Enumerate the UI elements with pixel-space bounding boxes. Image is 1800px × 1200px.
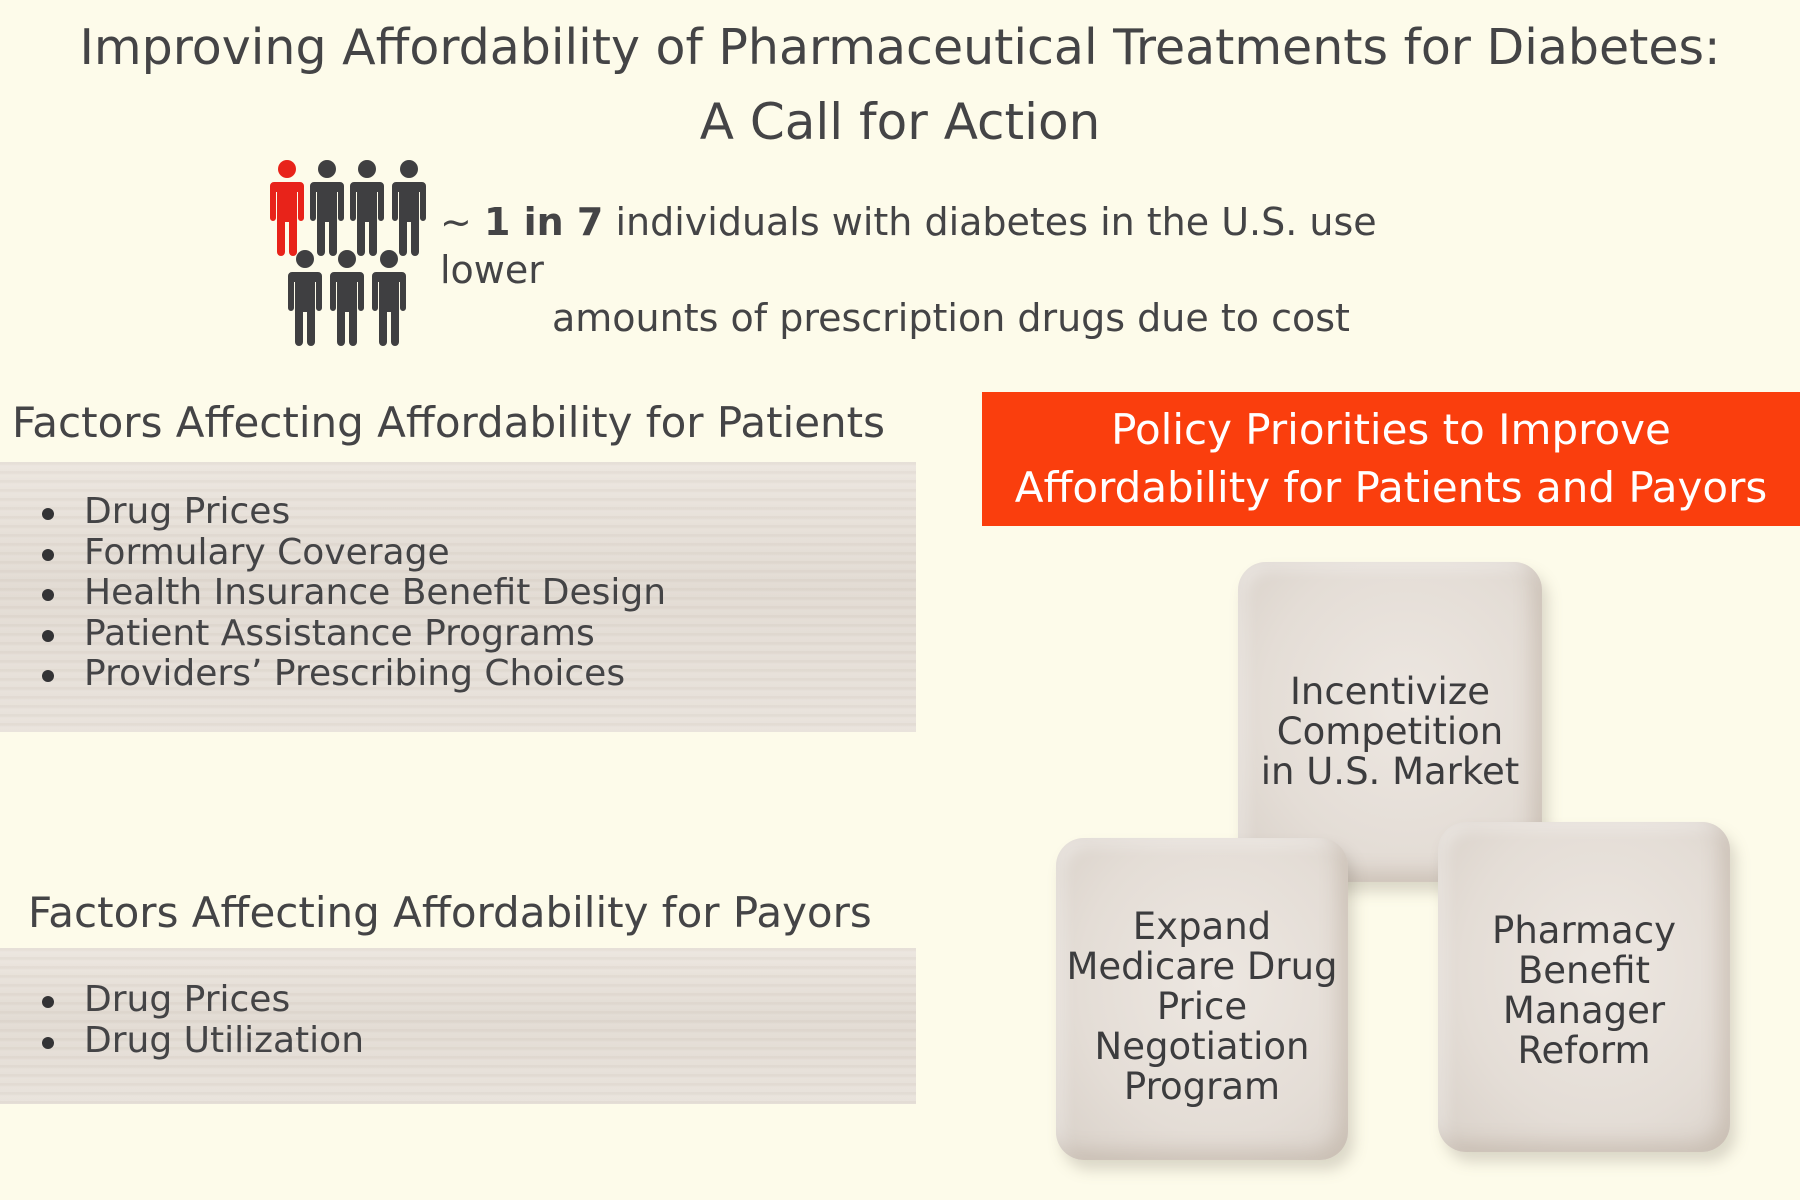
list-item: Health Insurance Benefit Design xyxy=(38,572,666,614)
list-item: Providers’ Prescribing Choices xyxy=(38,653,666,695)
policy-banner-line-1: Policy Priorities to Improve xyxy=(1111,405,1671,454)
payors-factors-panel xyxy=(0,948,916,1104)
people-icon-group xyxy=(270,160,426,346)
policy-block-label: Pharmacy Benefit Manager Reform xyxy=(1492,909,1676,1072)
stat-line-1: individuals with diabetes in the U.S. us… xyxy=(440,200,1377,292)
patients-factors-list: Drug Prices Formulary Coverage Health In… xyxy=(38,491,666,695)
person-icon xyxy=(392,160,426,256)
person-icon xyxy=(288,250,322,346)
stat-line-2: amounts of prescription drugs due to cos… xyxy=(552,296,1350,340)
person-icon xyxy=(372,250,406,346)
stat-ratio: 1 in 7 xyxy=(483,200,604,244)
cost-statistic: ~ 1 in 7 individuals with diabetes in th… xyxy=(440,198,1480,342)
list-item: Drug Utilization xyxy=(38,1020,364,1062)
title-line-2: A Call for Action xyxy=(699,93,1101,151)
policy-block-label: Expand Medicare Drug Price Negotiation P… xyxy=(1066,905,1338,1108)
list-item: Formulary Coverage xyxy=(38,532,666,574)
list-item: Patient Assistance Programs xyxy=(38,613,666,655)
stat-prefix: ~ xyxy=(440,200,472,244)
patients-factors-heading: Factors Affecting Affordability for Pati… xyxy=(12,398,886,447)
patients-factors-panel xyxy=(0,462,916,732)
payors-factors-list: Drug Prices Drug Utilization xyxy=(38,979,364,1062)
title-line-1: Improving Affordability of Pharmaceutica… xyxy=(79,19,1721,76)
list-item: Drug Prices xyxy=(38,979,364,1021)
policy-block-pbm-reform: Pharmacy Benefit Manager Reform xyxy=(1438,822,1730,1152)
policy-block-label: Incentivize Competition in U.S. Market xyxy=(1260,670,1520,793)
policy-priorities-banner: Policy Priorities to Improve Affordabili… xyxy=(982,392,1800,526)
policy-banner-line-2: Affordability for Patients and Payors xyxy=(1014,463,1768,512)
list-item: Drug Prices xyxy=(38,491,666,533)
highlighted-person-icon xyxy=(270,160,304,256)
person-icon xyxy=(310,160,344,256)
policy-block-medicare-negotiation: Expand Medicare Drug Price Negotiation P… xyxy=(1056,838,1348,1160)
person-icon xyxy=(330,250,364,346)
person-icon xyxy=(350,160,384,256)
policy-block-competition: Incentivize Competition in U.S. Market xyxy=(1238,562,1542,882)
payors-factors-heading: Factors Affecting Affordability for Payo… xyxy=(28,888,872,937)
